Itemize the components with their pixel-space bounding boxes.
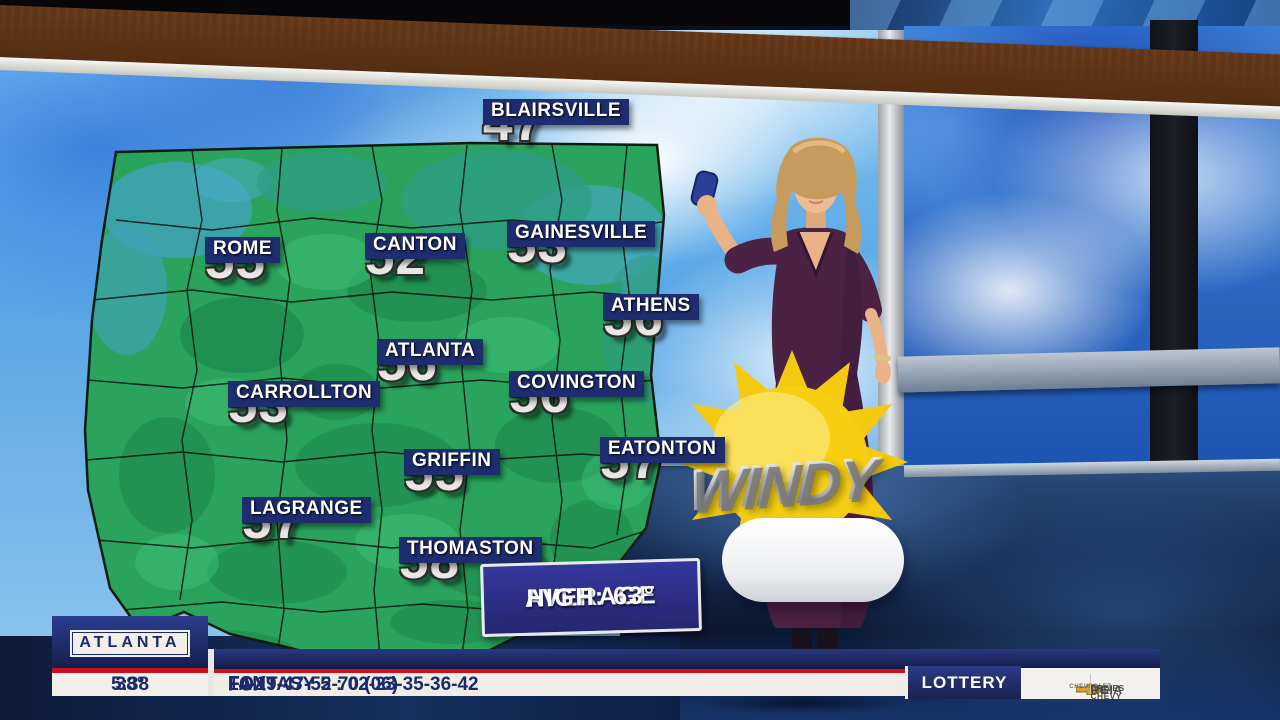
city-label: THOMASTON	[399, 537, 542, 563]
ticker-text-band: 14-19-47-52-70 (06) FOX FANTASY 5 : 02-2…	[214, 672, 908, 696]
fantasy5-numbers: FANTASY 5 : 02-23-35-36-42	[228, 673, 479, 695]
georgia-text-1: GE	[1090, 682, 1109, 697]
ad-divider	[1090, 673, 1091, 694]
show-city: ATLANTA	[72, 631, 188, 655]
lottery-label: LOTTERY	[921, 672, 1008, 692]
presenter-shadow	[702, 692, 902, 714]
lottery-badge: LOTTERY	[908, 666, 1021, 699]
station-bug: GOOD DAY ATLANTA 5:38 38°	[52, 616, 208, 696]
city-label: COVINGTON	[509, 371, 645, 397]
city-label: ROME	[205, 237, 280, 263]
fox-logo: FOX	[228, 672, 266, 696]
ticker-navy-band	[214, 649, 1160, 669]
presenter-hair	[770, 137, 862, 254]
city-label: CARROLLTON	[228, 381, 381, 407]
ticker-red-stripe	[214, 669, 1160, 673]
city-label: ATLANTA	[377, 339, 484, 365]
cloud-icon	[722, 518, 904, 602]
city-label: BLAIRSVILLE	[483, 99, 630, 125]
city-label: GRIFFIN	[404, 449, 500, 475]
city-label: EATONTON	[600, 437, 725, 463]
city-label: CANTON	[365, 233, 465, 259]
georgia-text-2: RGIA	[1090, 682, 1123, 697]
fox-logo: FOX	[228, 672, 266, 696]
bug-ticker-gap	[208, 649, 214, 696]
time-temp-band: 5:38 38°	[52, 673, 208, 696]
city-label: ATHENS	[603, 294, 699, 320]
lottery-ticker: 14-19-47-52-70 (06) FOX FANTASY 5 : 02-2…	[214, 649, 1160, 701]
drives-chevy-text: DRIVES CHEVY	[1090, 682, 1125, 701]
city-label: GAINESVILLE	[507, 221, 656, 247]
mega-millions-numbers: 14-19-47-52-70 (06)	[228, 673, 399, 695]
georgia-peach-o: O	[1090, 682, 1101, 697]
sun-icon	[676, 350, 908, 578]
bug-red-stripe	[52, 668, 208, 673]
current-temp: 38°	[115, 673, 145, 695]
city-label: LAGRANGE	[242, 497, 371, 523]
average-line2: HIGH: 63°	[526, 581, 656, 614]
show-logo: GOOD DAY ATLANTA	[52, 616, 208, 668]
average-high-box: AVERAGE HIGH: 63°	[480, 557, 702, 638]
clock-time: 5:38	[110, 673, 150, 695]
